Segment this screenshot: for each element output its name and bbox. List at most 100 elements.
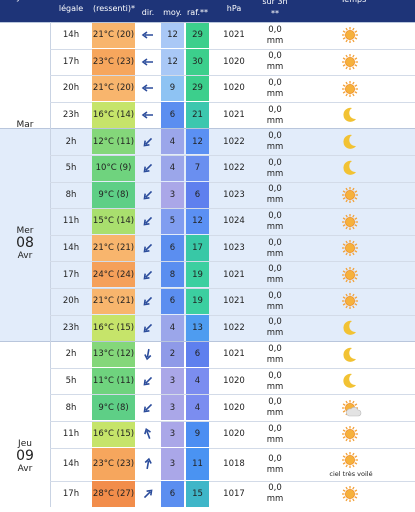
hour: 2h — [65, 349, 77, 360]
wind-dir — [136, 128, 160, 155]
wind-mean: 12 — [161, 49, 184, 75]
arrow — [144, 457, 152, 470]
weather-icon — [342, 27, 358, 44]
hour: 17h — [62, 488, 80, 499]
row-line — [50, 288, 415, 289]
rain-unit: mm — [266, 464, 284, 475]
row-line — [50, 447, 415, 449]
weather-icon — [342, 213, 358, 230]
hour: 17h — [62, 56, 80, 67]
day-date: 08 — [16, 234, 34, 251]
temp: 21°C (20) — [92, 75, 135, 102]
header-gust: raf.** — [187, 8, 208, 17]
header-bar — [0, 0, 415, 22]
wind-gust: 17 — [186, 235, 209, 261]
wind-dir — [136, 22, 160, 49]
rain: 0,0 — [268, 51, 282, 62]
rain-unit: mm — [266, 222, 284, 232]
rain-unit: mm — [266, 35, 284, 46]
header-weather: Temps — [292, 0, 415, 6]
arrow — [141, 31, 153, 39]
rain-unit: mm — [266, 434, 284, 445]
hour: 8h — [65, 189, 77, 200]
pressure: 1021 — [223, 349, 245, 360]
temp: 9°C (8) — [92, 394, 135, 421]
pressure: 1021 — [223, 110, 245, 121]
hour: 11h — [62, 429, 80, 440]
pressure: 1020 — [223, 83, 245, 94]
weather-icon — [342, 53, 358, 70]
wind-mean: 6 — [161, 288, 184, 315]
pressure: 1020 — [223, 429, 245, 440]
hour: 5h — [65, 163, 77, 174]
arrow — [143, 489, 153, 498]
rain-unit: mm — [266, 115, 284, 126]
wind-mean: 5 — [161, 208, 184, 235]
temp: 24°C (24) — [92, 261, 135, 288]
temp: 23°C (23) — [92, 448, 135, 481]
temp: 11°C (11) — [92, 368, 135, 394]
wind-mean: 3 — [161, 421, 184, 448]
header-rain: sur 3h — [262, 0, 288, 6]
day-name: Jeu — [18, 438, 32, 449]
wind-gust: 11 — [186, 448, 209, 481]
pressure: 1020 — [223, 376, 245, 387]
pressure: 1018 — [223, 459, 245, 470]
temp: 12°C (11) — [92, 128, 135, 155]
rain-unit: mm — [266, 408, 284, 419]
wind-mean: 4 — [161, 128, 184, 155]
rain: 0,0 — [268, 370, 282, 381]
day-date: 09 — [16, 447, 34, 464]
wind-mean: 12 — [161, 22, 184, 49]
hour: 20h — [62, 83, 80, 94]
wind-dir — [136, 341, 160, 368]
wind-dir — [136, 208, 160, 235]
wind-gust: 29 — [186, 22, 209, 49]
wind-dir — [136, 49, 160, 76]
arrow — [143, 190, 153, 200]
weather-icon — [342, 451, 358, 468]
weather-icon — [342, 266, 358, 283]
wind-dir — [136, 261, 160, 288]
rain: 0,0 — [268, 157, 282, 168]
weather-icon — [343, 107, 356, 122]
wind-dir — [136, 315, 160, 342]
arrow — [143, 376, 153, 386]
header-wind: moy. — [163, 8, 182, 17]
rain: 0,0 — [268, 184, 282, 195]
rain: 0,0 — [268, 131, 282, 142]
wind-mean: 4 — [161, 315, 184, 341]
pressure: 1023 — [223, 189, 245, 200]
wind-mean: 2 — [161, 341, 184, 368]
pressure: 1022 — [223, 322, 245, 333]
day-column-line — [50, 341, 51, 508]
wind-gust: 6 — [186, 182, 209, 208]
arrow — [141, 84, 153, 93]
row-line — [50, 48, 415, 50]
hour: 20h — [62, 296, 80, 307]
pressure: 1023 — [223, 243, 245, 254]
header-day: Jour — [0, 0, 50, 4]
weather-icon — [343, 320, 356, 335]
rain: 0,0 — [268, 104, 282, 115]
day-month: Avr — [17, 250, 33, 261]
wind-gust: 4 — [186, 394, 209, 421]
hour: 23h — [62, 110, 80, 121]
rain: 0,0 — [268, 211, 282, 221]
hour: 5h — [65, 376, 77, 387]
temp: 13°C (12) — [92, 341, 135, 368]
wind-gust: 19 — [186, 261, 209, 288]
pressure: 1021 — [223, 269, 245, 280]
rain: 0,0 — [268, 317, 282, 328]
wind-dir — [136, 421, 160, 448]
rain-unit: mm — [266, 168, 284, 179]
pressure: 1020 — [223, 56, 245, 67]
rain: 0,0 — [268, 24, 282, 35]
header-temp: (ressenti)* — [93, 4, 135, 13]
rain-unit: mm — [266, 355, 284, 365]
temp: 23°C (23) — [92, 49, 135, 75]
row-line — [50, 75, 415, 77]
rain-unit: mm — [266, 494, 284, 505]
weather-icon — [343, 347, 356, 362]
